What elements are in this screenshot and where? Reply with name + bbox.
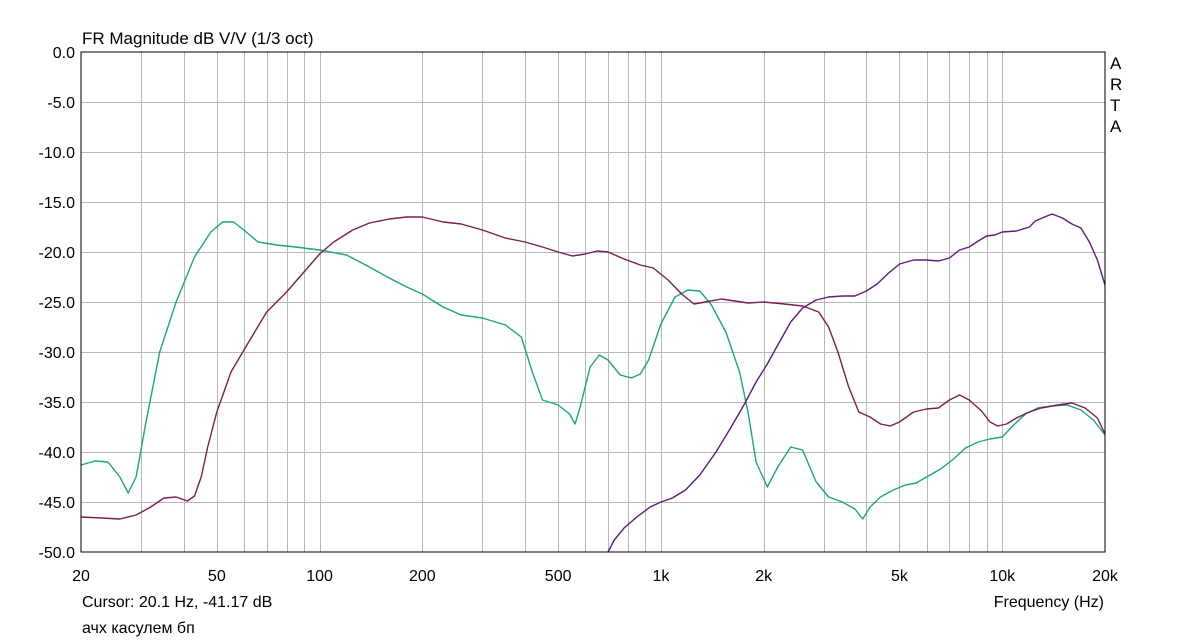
x-tick-label: 2k — [755, 568, 773, 585]
x-tick-label: 20k — [1092, 568, 1119, 585]
x-axis-label: Frequency (Hz) — [994, 594, 1104, 611]
x-tick-label: 10k — [989, 568, 1016, 585]
y-tick-label: -25.0 — [39, 295, 76, 312]
series-line-2 — [80, 216, 1106, 520]
x-tick-label: 20 — [72, 568, 90, 585]
x-tick-label: 1k — [652, 568, 670, 585]
y-tick-label: -10.0 — [39, 145, 76, 162]
plot-frame — [80, 51, 1106, 553]
series-line-3 — [607, 213, 1106, 553]
y-tick-label: -40.0 — [39, 445, 76, 462]
x-tick-label: 100 — [306, 568, 333, 585]
plot-series — [80, 213, 1106, 553]
x-tick-label: 500 — [545, 568, 572, 585]
y-tick-label: -45.0 — [39, 495, 76, 512]
y-tick-label: -15.0 — [39, 195, 76, 212]
brand-letter-r: R — [1110, 75, 1122, 94]
x-tick-label: 50 — [208, 568, 226, 585]
brand-letter-a: A — [1110, 54, 1122, 73]
y-tick-labels: 0.0 -5.0 -10.0 -15.0 -20.0 -25.0 -30.0 -35.0 -40… — [39, 45, 76, 562]
caption: ачх касулем бп — [82, 620, 195, 637]
x-tick-label: 5k — [891, 568, 909, 585]
grid-lines — [81, 52, 1105, 552]
y-tick-label: -30.0 — [39, 345, 76, 362]
x-tick-labels: 20 50 100 200 500 1k 2k 5k 10k 20k — [72, 568, 1119, 585]
brand-label: A R T A — [1110, 54, 1122, 136]
x-tick-label: 200 — [409, 568, 436, 585]
series-line-1 — [80, 221, 1106, 520]
cursor-readout: Cursor: 20.1 Hz, -41.17 dB — [82, 594, 272, 611]
chart-title: FR Magnitude dB V/V (1/3 oct) — [82, 29, 314, 48]
y-tick-label: -35.0 — [39, 395, 76, 412]
y-tick-label: -20.0 — [39, 245, 76, 262]
brand-letter-t: T — [1110, 96, 1120, 115]
y-tick-label: -50.0 — [39, 545, 76, 562]
y-tick-label: 0.0 — [53, 45, 75, 62]
y-tick-label: -5.0 — [47, 95, 75, 112]
brand-letter-a2: A — [1110, 117, 1122, 136]
